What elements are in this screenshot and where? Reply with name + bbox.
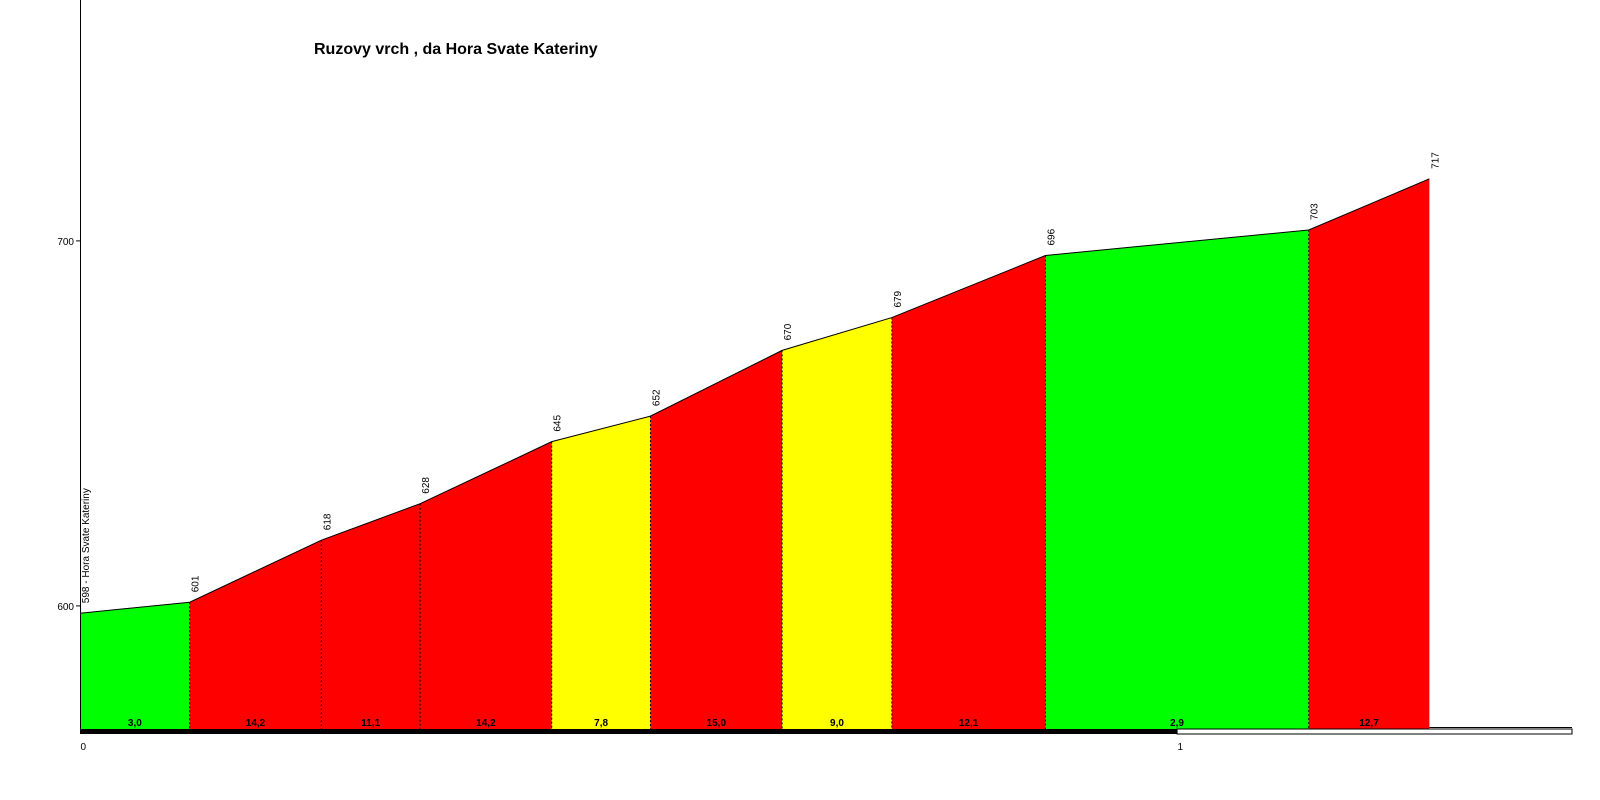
start-point-label: 598 - Hora Svate Kateriny bbox=[81, 488, 92, 603]
segment-gradient-label: 7,8 bbox=[594, 718, 608, 729]
segment-gradient-label: 14,2 bbox=[246, 718, 266, 729]
profile-segment bbox=[891, 255, 1046, 730]
point-elevation-label: 717 bbox=[1430, 152, 1441, 169]
profile-segment bbox=[1045, 229, 1309, 730]
profile-segment bbox=[650, 350, 783, 730]
point-elevation-label: 679 bbox=[893, 290, 904, 307]
y-tick-label: 700 bbox=[57, 237, 74, 248]
x-tick-label: 0 bbox=[81, 742, 87, 753]
axes-layer bbox=[76, 0, 1573, 735]
profile-segment bbox=[321, 503, 421, 730]
segment-gradient-label: 11,1 bbox=[361, 718, 380, 729]
segment-gradient-label: 9,0 bbox=[830, 718, 844, 729]
distance-bar-km-1 bbox=[80, 729, 1178, 734]
profile-segment bbox=[1308, 178, 1430, 731]
segment-gradient-label: 12,7 bbox=[1359, 718, 1379, 729]
point-elevation-label: 670 bbox=[783, 323, 794, 340]
y-tick-label: 600 bbox=[57, 602, 74, 613]
segment-gradient-label: 3,0 bbox=[128, 718, 142, 729]
point-elevation-label: 628 bbox=[421, 477, 432, 494]
point-elevation-label: 601 bbox=[191, 575, 202, 592]
point-elevation-label: 652 bbox=[651, 389, 662, 406]
profile-segment bbox=[189, 540, 322, 730]
point-elevation-label: 696 bbox=[1046, 228, 1057, 245]
x-tick-label: 1 bbox=[1178, 742, 1184, 753]
segment-gradient-label: 14,2 bbox=[476, 718, 496, 729]
profile-line bbox=[79, 178, 1430, 614]
segment-gradient-label: 12,1 bbox=[959, 718, 979, 729]
profile-segment bbox=[782, 317, 892, 730]
segments-layer bbox=[80, 178, 1430, 731]
point-elevation-label: 703 bbox=[1310, 203, 1321, 220]
segment-gradient-label: 2,9 bbox=[1170, 718, 1184, 729]
profile-segment bbox=[551, 416, 651, 730]
labels-layer: 0 1 600 700 3,0 14,2 11,1 14,2 7,8 15,0 9,0 12,1 2,9… bbox=[57, 152, 1441, 753]
profile-segment bbox=[80, 602, 190, 730]
distance-bar-km-2 bbox=[1176, 728, 1573, 735]
profile-segment bbox=[420, 441, 552, 730]
lines-layer bbox=[79, 178, 1430, 730]
segment-gradient-label: 15,0 bbox=[707, 718, 727, 729]
chart-title: Ruzovy vrch , da Hora Svate Kateriny bbox=[314, 41, 598, 58]
point-elevation-label: 645 bbox=[553, 415, 564, 432]
point-elevation-label: 618 bbox=[322, 513, 333, 530]
